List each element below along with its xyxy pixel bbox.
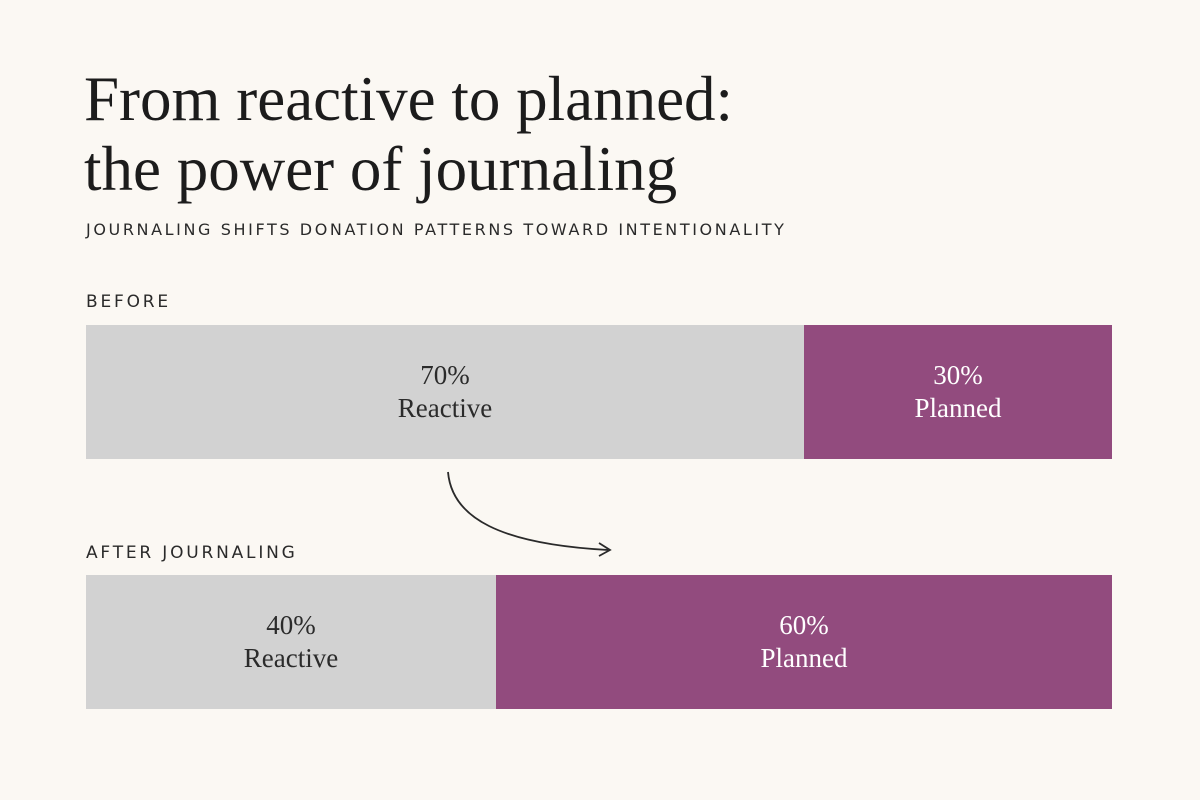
data-label-reactive-after-journaling: 40%	[266, 610, 316, 640]
bar-reactive-before: 70% Reactive	[86, 325, 804, 459]
bar-planned-before: 30% Planned	[804, 325, 1112, 459]
page-title: From reactive to planned: the power of j…	[84, 64, 1084, 204]
bar-planned-after-journaling: 60% Planned	[496, 575, 1112, 709]
data-label-planned-before: 30%	[933, 360, 983, 390]
subtitle: JOURNALING SHIFTS DONATION PATTERNS TOWA…	[86, 220, 787, 239]
series-label-planned-before: Planned	[914, 393, 1002, 423]
curved-arrow-icon	[447, 471, 612, 557]
bar-row-after-journaling: 40% Reactive 60% Planned	[86, 575, 1112, 709]
title-line-2: the power of journaling	[84, 134, 678, 204]
series-label-reactive-before: Reactive	[397, 393, 493, 423]
series-label-reactive-after-journaling: Reactive	[243, 643, 339, 673]
row-label-before: BEFORE	[86, 292, 171, 312]
row-label-after-journaling: AFTER JOURNALING	[86, 543, 298, 563]
title-line-1: From reactive to planned:	[84, 64, 734, 134]
bar-reactive-after-journaling: 40% Reactive	[86, 575, 496, 709]
series-label-planned-after-journaling: Planned	[760, 643, 848, 673]
bar-row-before: 70% Reactive 30% Planned	[86, 325, 1112, 459]
data-label-planned-after-journaling: 60%	[779, 610, 829, 640]
data-label-reactive-before: 70%	[420, 360, 470, 390]
